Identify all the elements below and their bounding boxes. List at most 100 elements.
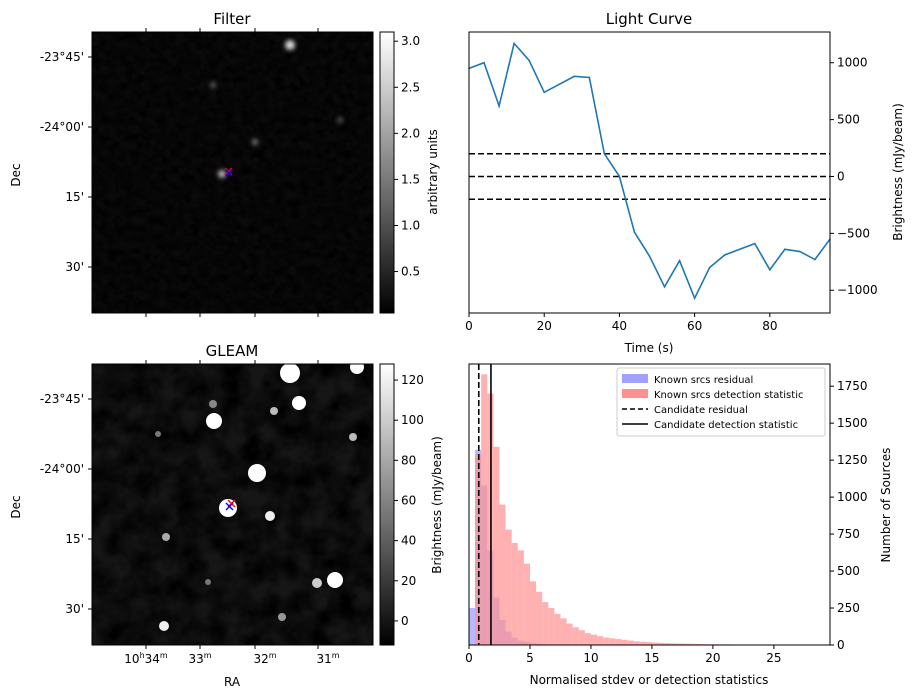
detection-bar-35: [688, 643, 695, 645]
light-curve-point-5: [543, 91, 546, 94]
gleam-ra-ticks: 10h34m 33m 32m 31m: [124, 360, 340, 666]
detection-bar-19: [590, 634, 598, 645]
gleam-dec-tick-2: 15': [65, 532, 84, 546]
detection-bar-4: [499, 504, 506, 645]
detection-bar-1: [481, 374, 488, 645]
hist-xtick-3: 15: [644, 651, 659, 665]
detection-bar-15: [566, 623, 573, 645]
light-curve-point-21: [784, 248, 786, 251]
filter-panel: Filter Dec -23°45' -24°00' 15': [9, 10, 440, 317]
lc-ytick-2: 0: [837, 169, 845, 183]
detection-bar-12: [548, 608, 555, 645]
light-curve-point-15: [693, 297, 696, 300]
light-curve-point-8: [588, 76, 591, 79]
detection-bar-29: [651, 642, 659, 645]
hist-xtick-5: 25: [766, 651, 781, 665]
gleam-colorbar: 0 20 40 60 80 100 120 Brightness (mJy/beam): [379, 363, 444, 646]
detection-bar-14: [560, 618, 567, 645]
filter-colorbar-tick-2: 1.5: [401, 172, 420, 186]
histogram-xlabel: Normalised stdev or detection statistics: [530, 673, 769, 687]
gleam-colorbar-tick-3: 60: [401, 493, 416, 507]
detection-bar-17: [578, 630, 585, 645]
legend-label-2: Candidate residual: [654, 405, 748, 416]
gleam-dec-ticks: -23°45' -24°00' 15' 30': [40, 392, 92, 616]
filter-colorbar-tick-5: 3.0: [401, 34, 420, 48]
hist-ytick-2: 500: [837, 564, 860, 578]
light-curve-xlabel: Time (s): [624, 341, 674, 355]
filter-image: [92, 32, 373, 313]
detection-bar-8: [523, 563, 530, 645]
light-curve-title: Light Curve: [606, 10, 692, 28]
detection-bar-3: [493, 446, 500, 645]
detection-bar-11: [542, 602, 549, 645]
gleam-marker: [225, 499, 236, 511]
filter-colorbar-tick-4: 2.5: [401, 80, 420, 94]
detection-bar-20: [597, 636, 604, 645]
detection-bar-28: [645, 642, 652, 645]
detection-bar-36: [694, 643, 701, 645]
detection-bar-9: [529, 581, 537, 645]
filter-colorbar-tick-1: 1.0: [401, 218, 420, 232]
light-curve-point-22: [799, 250, 801, 253]
legend-label-1: Known srcs detection statistic: [654, 390, 803, 401]
gleam-dec-tick-1: -24°00': [40, 462, 84, 476]
lc-xtick-1: 20: [537, 319, 552, 333]
legend-swatch-known-residual: [622, 374, 648, 383]
residual-bar-0: [469, 608, 476, 645]
hist-xtick-1: 5: [526, 651, 534, 665]
gleam-colorbar-tick-4: 80: [401, 453, 416, 467]
light-curve-point-11: [633, 231, 636, 234]
filter-colorbar-label: arbitrary units: [426, 129, 440, 215]
light-curve-point-20: [769, 268, 771, 271]
filter-title: Filter: [213, 10, 251, 28]
light-curve-point-19: [753, 242, 756, 245]
lc-xtick-0: 0: [465, 319, 473, 333]
hist-xtick-2: 10: [583, 651, 598, 665]
gleam-xlabel: RA: [224, 675, 241, 689]
light-curve-point-2: [498, 105, 500, 107]
light-curve-point-6: [558, 83, 561, 86]
lc-xtick-3: 60: [687, 319, 702, 333]
filter-dec-tick-2: 15': [65, 190, 84, 204]
filter-dec-tick-1: -24°00': [40, 120, 84, 134]
light-curve-point-12: [648, 255, 651, 257]
gleam-ra-tick-0: 10h34m: [124, 651, 168, 666]
gleam-panel: GLEAM: [9, 342, 444, 689]
detection-bar-33: [676, 643, 683, 645]
gleam-ylabel: Dec: [9, 495, 23, 518]
filter-ylabel: Dec: [9, 163, 23, 186]
detection-bar-18: [584, 633, 591, 645]
histogram-ylabel: Number of Sources: [879, 448, 893, 563]
filter-colorbar-tick-3: 2.0: [401, 126, 420, 140]
legend-label-0: Known srcs residual: [654, 375, 753, 386]
lc-xtick-2: 40: [612, 319, 627, 333]
histogram-legend: Known srcs residual Known srcs detection…: [616, 367, 826, 437]
light-curve-point-13: [663, 286, 666, 288]
hist-ytick-0: 0: [837, 638, 845, 652]
light-curve-point-1: [483, 61, 485, 64]
gleam-colorbar-tick-1: 20: [401, 574, 416, 588]
light-curve-point-16: [708, 266, 711, 269]
filter-marker: [224, 167, 233, 177]
detection-bar-27: [639, 641, 646, 645]
light-curve-chart: Light Curve 0 20 40 60 80 −1000 −500 0 500 1000 T…: [465, 10, 905, 355]
detection-bar-6: [511, 542, 518, 645]
hist-ytick-7: 1750: [837, 379, 868, 393]
hist-ytick-4: 1000: [837, 490, 868, 504]
filter-colorbar-tick-0: 0.5: [401, 265, 420, 279]
lc-ytick-0: −1000: [837, 283, 878, 297]
lc-ytick-1: −500: [837, 226, 870, 240]
gleam-ra-tick-3: 31m: [316, 651, 339, 666]
gleam-colorbar-tick-6: 120: [401, 373, 424, 387]
hist-ytick-5: 1250: [837, 453, 868, 467]
lc-ytick-3: 500: [837, 113, 860, 127]
light-curve-point-7: [573, 75, 576, 78]
light-curve-ylabel: Brightness (mJy/beam): [891, 103, 905, 241]
detection-bar-22: [609, 638, 616, 645]
lc-xtick-4: 80: [762, 319, 777, 333]
gleam-colorbar-tick-2: 40: [401, 534, 416, 548]
legend-swatch-known-detection: [622, 389, 648, 398]
hist-xtick-0: 0: [465, 651, 473, 665]
light-curve-point-18: [738, 248, 741, 251]
